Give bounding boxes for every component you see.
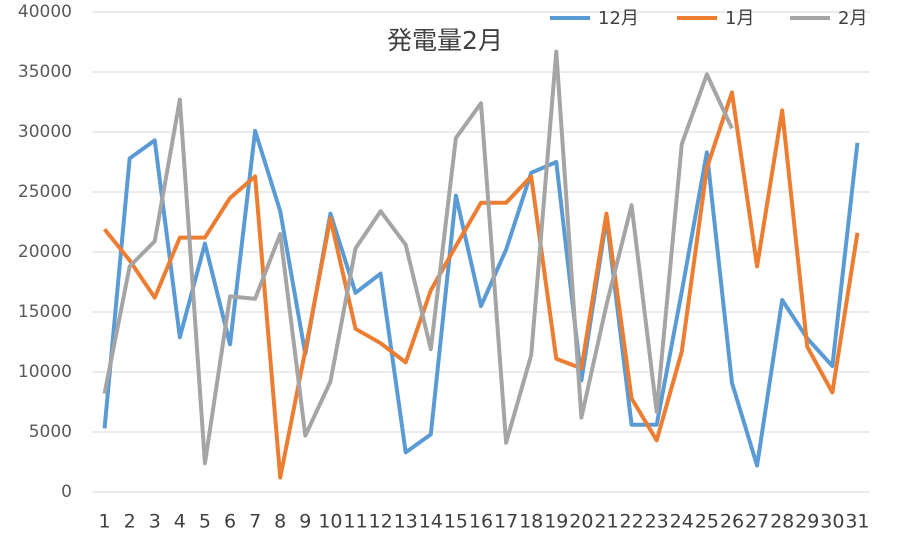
- x-tick-label: 21: [594, 511, 618, 533]
- x-tick-label: 9: [299, 511, 311, 533]
- x-tick-label: 28: [770, 511, 794, 533]
- x-tick-label: 18: [519, 511, 543, 533]
- series-line: [102, 90, 860, 480]
- y-tick-label: 20000: [18, 242, 72, 262]
- x-tick-label: 29: [795, 511, 819, 533]
- x-tick-label: 15: [444, 511, 468, 533]
- x-tick-label: 16: [469, 511, 493, 533]
- x-tick-label: 25: [695, 511, 719, 533]
- y-tick-label: 15000: [18, 302, 72, 322]
- x-tick-label: 2: [124, 511, 136, 533]
- x-tick-label: 26: [720, 511, 744, 533]
- x-tick-label: 19: [544, 511, 568, 533]
- y-tick-label: 35000: [18, 62, 72, 82]
- y-tick-label: 30000: [18, 122, 72, 142]
- x-tick-label: 27: [745, 511, 769, 533]
- series-line: [102, 128, 860, 468]
- x-tick-label: 5: [199, 511, 211, 533]
- x-tick-label: 12: [369, 511, 393, 533]
- y-tick-label: 40000: [18, 2, 72, 22]
- x-tick-label: 14: [419, 511, 443, 533]
- y-tick-label: 10000: [18, 362, 72, 382]
- y-tick-label: 0: [61, 482, 72, 502]
- x-tick-label: 17: [494, 511, 518, 533]
- chart-title: 発電量2月: [387, 26, 503, 55]
- legend-label: 12月: [598, 8, 639, 29]
- series-line: [102, 49, 734, 466]
- x-tick-label: 1: [99, 511, 111, 533]
- x-tick-label: 8: [274, 511, 286, 533]
- x-tick-label: 4: [174, 511, 186, 533]
- y-tick-label: 5000: [29, 422, 72, 442]
- x-tick-label: 20: [569, 511, 593, 533]
- x-tick-label: 31: [845, 511, 869, 533]
- x-tick-label: 22: [619, 511, 643, 533]
- y-tick-label: 25000: [18, 182, 72, 202]
- x-tick-label: 7: [249, 511, 261, 533]
- x-tick-label: 6: [224, 511, 236, 533]
- x-tick-label: 30: [820, 511, 844, 533]
- legend-label: 1月: [725, 8, 754, 29]
- x-tick-label: 23: [645, 511, 669, 533]
- x-tick-label: 10: [318, 511, 342, 533]
- x-tick-label: 11: [343, 511, 367, 533]
- x-tick-label: 13: [394, 511, 418, 533]
- x-tick-label: 3: [149, 511, 161, 533]
- x-tick-label: 24: [670, 511, 694, 533]
- legend-label: 2月: [838, 8, 867, 29]
